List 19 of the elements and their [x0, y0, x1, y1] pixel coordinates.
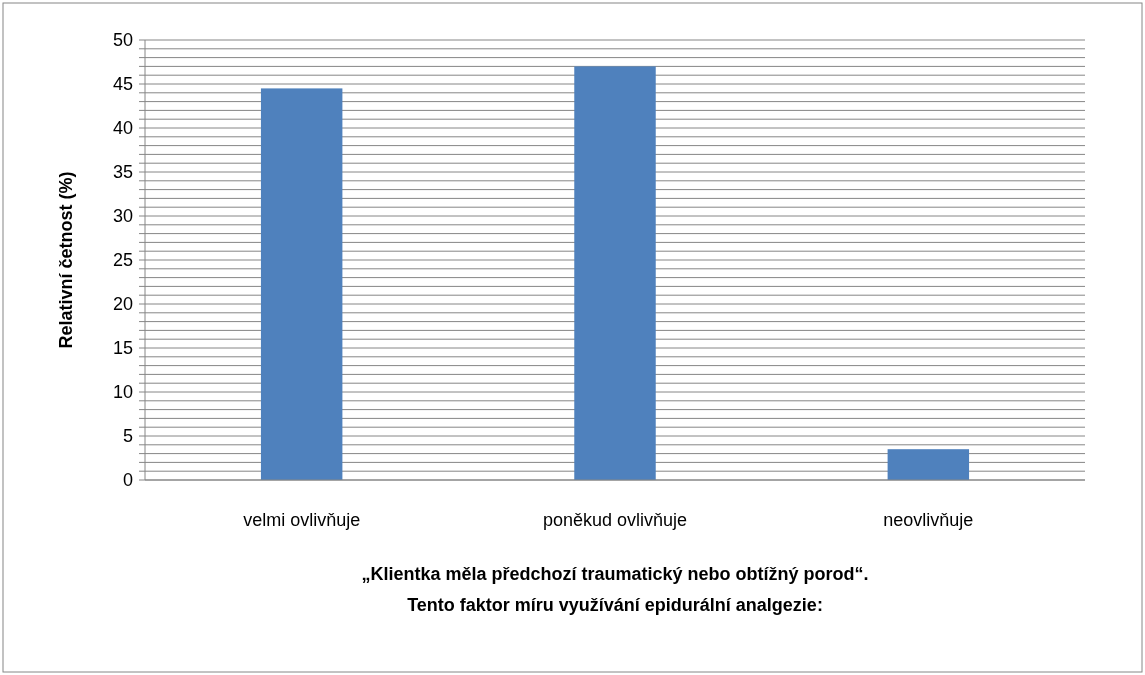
- x-axis-title: „Klientka měla předchozí traumatický nebo obtížný porod“. Tento faktor míru využívání epidurální analgezie:: [361, 564, 869, 615]
- y-axis-title: Relativní četnost (%): [56, 171, 76, 349]
- y-tick-label: 5: [122, 426, 133, 447]
- y-tick-label: 35: [112, 162, 133, 183]
- y-tick-label: 15: [112, 338, 133, 359]
- y-tick-label: 30: [112, 206, 133, 227]
- y-tick-label: 20: [112, 294, 133, 315]
- bar: [887, 449, 970, 480]
- x-tick-label: neovlivňuje: [883, 510, 974, 530]
- y-tick-label: 40: [112, 118, 133, 139]
- bar: [574, 66, 656, 480]
- y-tick-label: 10: [112, 382, 133, 403]
- x-tick-label: poněkud ovlivňuje: [542, 510, 688, 530]
- y-tick-label: 0: [122, 470, 133, 491]
- y-tick-label: 45: [112, 74, 133, 95]
- x-tick-label: velmi ovlivňuje: [243, 510, 361, 530]
- y-tick-label: 50: [112, 30, 133, 51]
- y-tick-label: 25: [112, 250, 133, 271]
- bar: [260, 88, 343, 480]
